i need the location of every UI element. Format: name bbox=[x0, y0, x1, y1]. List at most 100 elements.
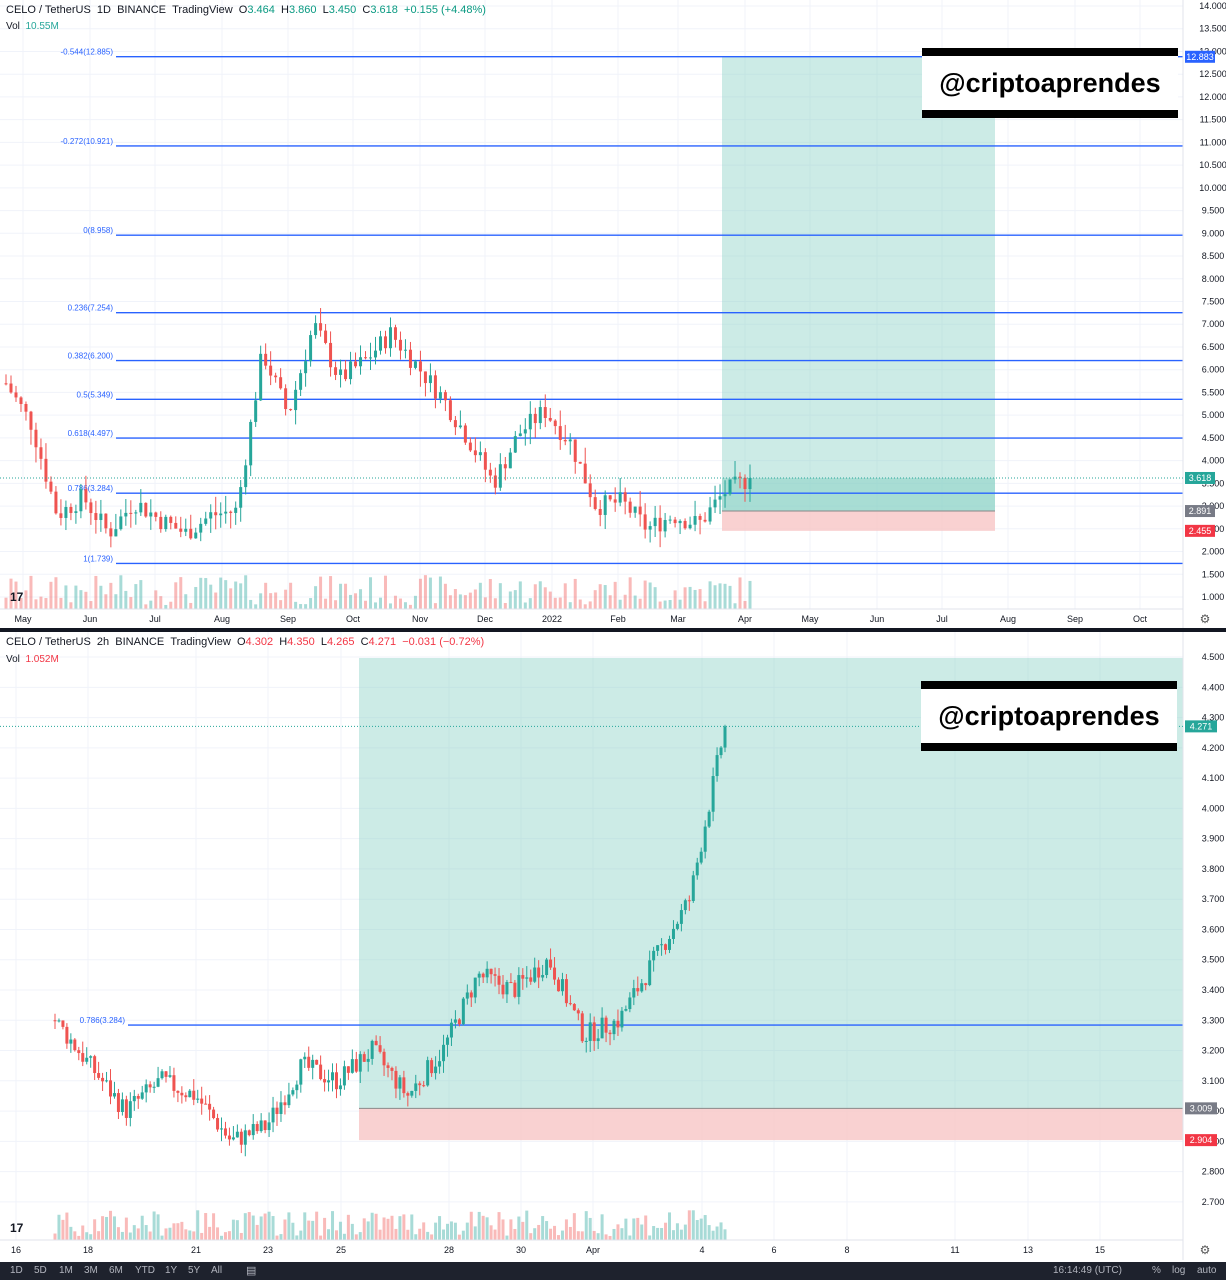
range-1y[interactable]: 1Y bbox=[165, 1265, 178, 1276]
candle-body bbox=[588, 1022, 592, 1041]
top-open-value: 3.464 bbox=[247, 4, 275, 16]
range-1m[interactable]: 1M bbox=[59, 1265, 73, 1276]
candle-body bbox=[120, 1099, 124, 1112]
candle-body bbox=[738, 476, 742, 478]
candle-body bbox=[715, 755, 719, 777]
bottom-volume-legend[interactable]: Vol 1.052M bbox=[6, 654, 59, 665]
y-tick-label: 4.100 bbox=[1202, 773, 1225, 783]
candle-body bbox=[423, 371, 427, 384]
percent-toggle[interactable]: % bbox=[1152, 1265, 1161, 1276]
candle-body bbox=[521, 975, 525, 979]
volume-bar bbox=[104, 594, 108, 609]
candle-body bbox=[699, 851, 703, 863]
volume-bar bbox=[219, 577, 223, 609]
volume-bar bbox=[251, 1215, 255, 1240]
volume-bar bbox=[481, 1215, 485, 1240]
volume-bar bbox=[707, 1225, 711, 1240]
candle-body bbox=[104, 513, 108, 529]
candle-body bbox=[553, 967, 557, 980]
candle-body bbox=[208, 1103, 212, 1110]
volume-bar bbox=[408, 604, 412, 609]
bottom-symbol[interactable]: CELO / TetherUS bbox=[6, 636, 91, 648]
candle-body bbox=[513, 436, 517, 453]
two-hour-chart[interactable]: 0.786(3.284) 16 18 21 23 25 28 30 Apr 4 6 8 11 13 15 2… bbox=[0, 632, 1226, 1262]
candle-body bbox=[469, 992, 473, 998]
range-all[interactable]: All bbox=[211, 1265, 223, 1276]
candle-body bbox=[299, 373, 303, 390]
volume-bar bbox=[558, 597, 562, 609]
x-tick-label: 21 bbox=[191, 1245, 201, 1255]
range-ytd[interactable]: YTD bbox=[135, 1265, 155, 1276]
y-tick-label: 3.300 bbox=[1202, 1015, 1225, 1025]
candle-body bbox=[19, 397, 23, 405]
candle-body bbox=[73, 1039, 77, 1051]
y-tick-label: 12.000 bbox=[1199, 92, 1226, 102]
top-interval[interactable]: 1D bbox=[96, 4, 111, 16]
volume-bar bbox=[583, 604, 587, 609]
volume-bar bbox=[478, 582, 482, 609]
candle-body bbox=[85, 1057, 89, 1062]
volume-bar bbox=[497, 1212, 501, 1240]
volume-bar bbox=[493, 598, 497, 609]
utc-time[interactable]: 16:14:49 (UTC) bbox=[1053, 1265, 1122, 1276]
volume-bar bbox=[362, 1218, 366, 1240]
candle-body bbox=[251, 1124, 255, 1136]
candle-body bbox=[247, 1130, 251, 1136]
candle-body bbox=[564, 979, 568, 1004]
volume-bar bbox=[695, 1220, 699, 1240]
volume-bar bbox=[148, 1231, 152, 1240]
volume-bar bbox=[738, 577, 742, 609]
candle-body bbox=[580, 1013, 584, 1042]
candle-body bbox=[410, 1090, 414, 1096]
volume-bar bbox=[65, 1212, 69, 1240]
volume-bar bbox=[588, 1217, 592, 1240]
auto-toggle[interactable]: auto bbox=[1197, 1265, 1217, 1276]
top-symbol[interactable]: CELO / TetherUS bbox=[6, 4, 91, 16]
volume-bar bbox=[713, 585, 717, 609]
candle-body bbox=[713, 499, 717, 508]
candle-body bbox=[398, 1077, 402, 1089]
range-6m[interactable]: 6M bbox=[109, 1265, 123, 1276]
volume-bar bbox=[89, 1234, 93, 1240]
candle-body bbox=[358, 1054, 362, 1072]
y-tick-label: 4.500 bbox=[1202, 433, 1225, 443]
candle-body bbox=[675, 923, 679, 929]
volume-bar bbox=[489, 1225, 493, 1240]
volume-bar bbox=[139, 580, 143, 609]
date-range-icon[interactable]: ▤ bbox=[246, 1265, 257, 1277]
top-volume-legend[interactable]: Vol 10.55M bbox=[6, 21, 59, 32]
volume-bar bbox=[93, 1219, 97, 1240]
stop-zone bbox=[359, 1108, 1183, 1141]
candle-body bbox=[443, 392, 447, 401]
candle-body bbox=[196, 1098, 200, 1100]
volume-bar bbox=[283, 1219, 287, 1240]
candle-body bbox=[497, 975, 501, 985]
candle-body bbox=[488, 469, 492, 476]
fib-level-label: 0.5(5.349) bbox=[77, 390, 114, 399]
candle-body bbox=[691, 875, 695, 901]
bottom-low-value: 4.265 bbox=[326, 636, 355, 648]
candle-body bbox=[307, 1056, 311, 1068]
range-3m[interactable]: 3M bbox=[84, 1265, 98, 1276]
candle-body bbox=[134, 512, 138, 514]
top-chart-legend[interactable]: CELO / TetherUS 1D BINANCE TradingView O… bbox=[6, 4, 486, 16]
fib-level-label: 0.382(6.200) bbox=[68, 352, 114, 361]
volume-bar bbox=[74, 585, 78, 609]
volume-bar bbox=[693, 589, 697, 609]
candle-body bbox=[613, 499, 617, 503]
volume-bar bbox=[488, 579, 492, 609]
range-5y[interactable]: 5Y bbox=[188, 1265, 201, 1276]
candle-body bbox=[374, 1040, 378, 1046]
range-1d[interactable]: 1D bbox=[10, 1265, 23, 1276]
candle-body bbox=[664, 944, 668, 950]
log-toggle[interactable]: log bbox=[1172, 1265, 1186, 1276]
candle-body bbox=[69, 506, 73, 513]
range-5d[interactable]: 5D bbox=[34, 1265, 47, 1276]
volume-bar bbox=[144, 1225, 148, 1240]
candle-body bbox=[508, 452, 512, 469]
bottom-interval[interactable]: 2h bbox=[96, 636, 110, 648]
bottom-chart-legend[interactable]: CELO / TetherUS 2h BINANCE TradingView O… bbox=[6, 636, 484, 648]
price-badge bbox=[1185, 471, 1215, 484]
candle-body bbox=[44, 458, 48, 482]
volume-bar bbox=[465, 1222, 469, 1240]
